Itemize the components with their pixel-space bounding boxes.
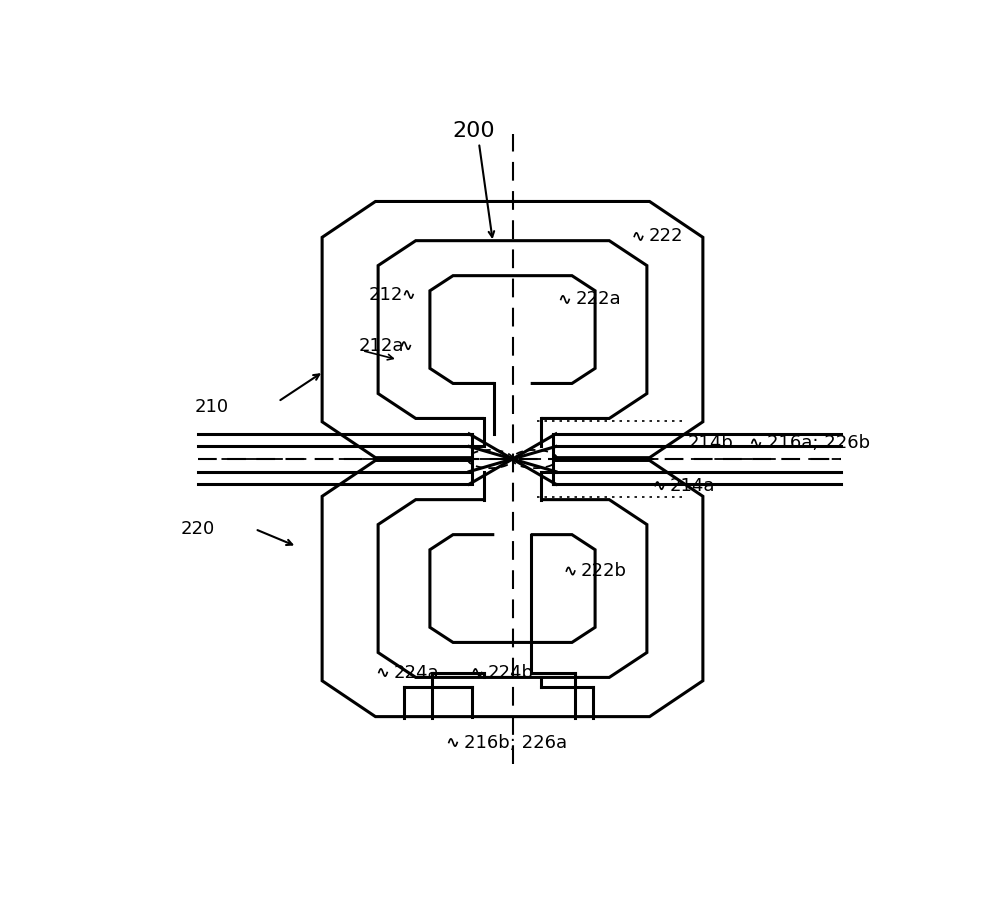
Text: 224b: 224b	[488, 664, 534, 682]
Text: 222b: 222b	[581, 562, 627, 580]
Text: 216b; 226a: 216b; 226a	[464, 734, 567, 752]
Text: 210: 210	[195, 397, 229, 415]
Text: 200: 200	[453, 121, 495, 141]
Text: 222a: 222a	[575, 291, 621, 308]
Text: 222: 222	[649, 227, 683, 245]
Text: 224a: 224a	[394, 664, 439, 682]
Text: 214a: 214a	[670, 476, 715, 494]
Text: 212a: 212a	[359, 336, 404, 355]
Text: 212: 212	[369, 285, 403, 304]
Text: 216a; 226b: 216a; 226b	[767, 434, 870, 452]
Text: 220: 220	[181, 520, 215, 538]
Text: 214b: 214b	[687, 434, 733, 452]
